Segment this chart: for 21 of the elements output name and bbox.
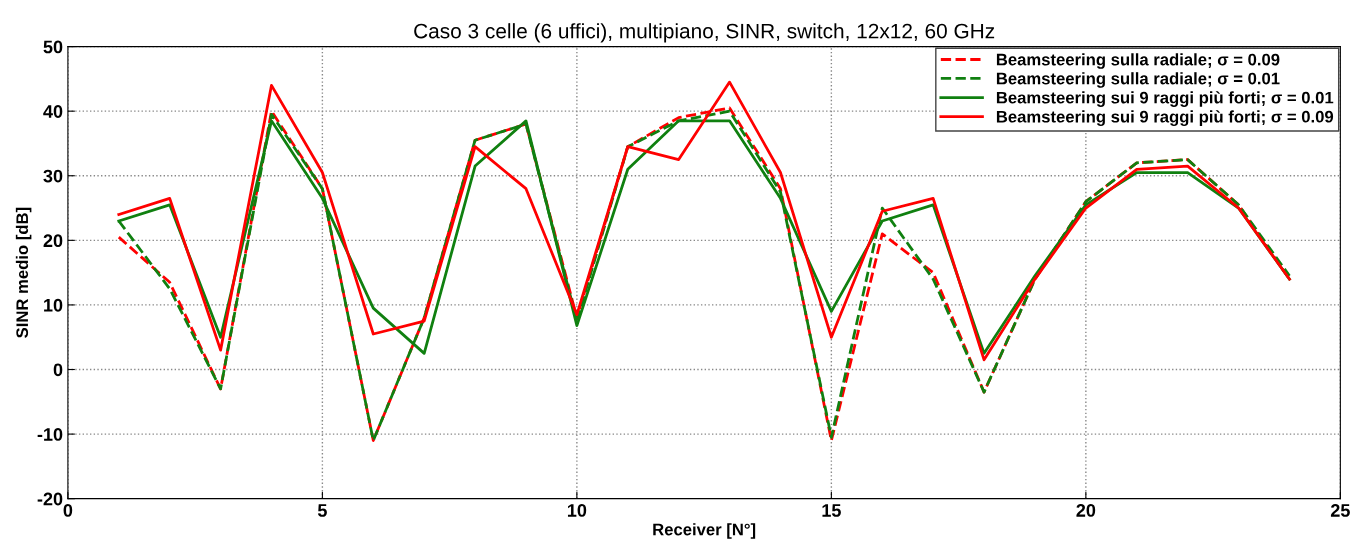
legend-label: Beamsteering sulla radiale; σ = 0.09 xyxy=(996,53,1280,69)
legend-label: Beamsteering sui 9 raggi più forti; σ = 0.09 xyxy=(996,110,1334,126)
y-axis-title: SINR medio [dB] xyxy=(15,207,32,338)
x-tick-label: 10 xyxy=(567,504,587,517)
x-tick-label: 15 xyxy=(822,504,841,517)
y-tick-label: -10 xyxy=(37,428,63,441)
chart-title: Caso 3 celle (6 uffici), multipiano, SINR, switch, 12x12, 60 GHz xyxy=(414,23,995,43)
y-tick-label: 20 xyxy=(43,234,63,248)
x-axis-title: Receiver [N°] xyxy=(653,523,756,539)
y-tick-label: 40 xyxy=(43,105,63,118)
x-tick-label: 5 xyxy=(317,504,327,517)
legend-label: Beamsteering sui 9 raggi più forti; σ = 0.01 xyxy=(996,91,1334,107)
legend-label: Beamsteering sulla radiale; σ = 0.01 xyxy=(996,72,1280,88)
y-tick-label: -20 xyxy=(37,492,63,506)
x-tick-label: 25 xyxy=(1330,504,1350,517)
y-tick-label: 30 xyxy=(43,169,63,183)
y-tick-label: 0 xyxy=(53,363,63,377)
x-tick-label: 20 xyxy=(1076,504,1096,517)
y-tick-label: 10 xyxy=(44,298,63,312)
x-tick-label: 0 xyxy=(63,504,73,517)
y-tick-label: 50 xyxy=(43,40,63,54)
